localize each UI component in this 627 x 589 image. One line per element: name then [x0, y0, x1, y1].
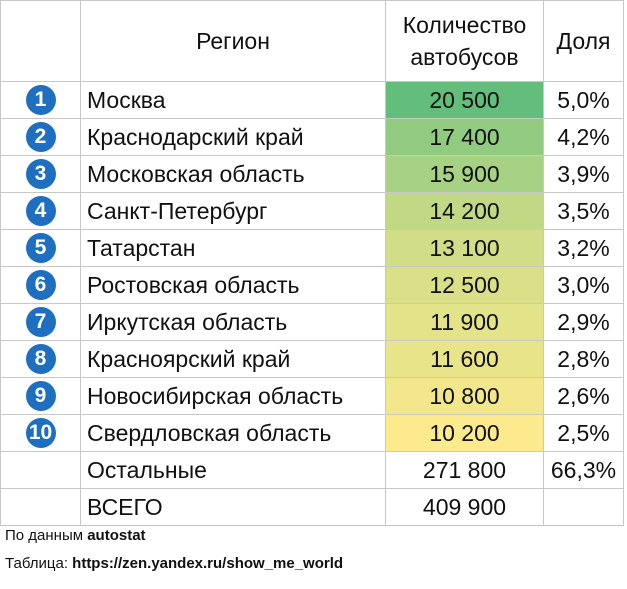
others-row: Остальные 271 800 66,3% [0, 451, 624, 489]
row: 1 Москва 20 500 5,0% [0, 81, 624, 119]
header-cell: Доля [543, 0, 624, 82]
count: 409 900 [385, 488, 544, 526]
count: 12 500 [385, 266, 544, 304]
source: autostat [87, 527, 146, 544]
url: https://zen.yandex.ru/show_me_world [72, 555, 344, 572]
share: 66,3% [543, 451, 624, 489]
count: 14 200 [385, 192, 544, 230]
share: 3,5% [543, 192, 624, 230]
row: 3 Московская область 15 900 3,9% [0, 155, 624, 193]
share: 3,2% [543, 229, 624, 267]
rank-cell: 7 [0, 303, 81, 341]
region: Московская область [80, 155, 386, 193]
empty [0, 488, 81, 526]
region: ВСЕГО [80, 488, 386, 526]
count: 10 200 [385, 414, 544, 452]
region: Новосибирская область [80, 377, 386, 415]
rank-badge: 6 [25, 270, 56, 300]
text: Таблица: [5, 555, 68, 572]
rank-cell: 5 [0, 229, 81, 267]
row: 6 Ростовская область 12 500 3,0% [0, 266, 624, 304]
bus-table: Регион Количество автобусов Доля 1 Москва… [0, 0, 624, 526]
rank-cell: 6 [0, 266, 81, 304]
empty [543, 488, 624, 526]
region: Остальные [80, 451, 386, 489]
count: 11 600 [385, 340, 544, 378]
share: 2,9% [543, 303, 624, 341]
rank-badge: 7 [25, 307, 56, 337]
row: 10 Свердловская область 10 200 2,5% [0, 414, 624, 452]
text: По данным [5, 527, 84, 544]
rank-cell: 4 [0, 192, 81, 230]
rank-cell: 9 [0, 377, 81, 415]
header-cell [0, 0, 81, 82]
share: 2,8% [543, 340, 624, 378]
region: Санкт-Петербург [80, 192, 386, 230]
row: 9 Новосибирская область 10 800 2,6% [0, 377, 624, 415]
row: 5 Татарстан 13 100 3,2% [0, 229, 624, 267]
region: Краснодарский край [80, 118, 386, 156]
share: 2,6% [543, 377, 624, 415]
share: 2,5% [543, 414, 624, 452]
rank-cell: 8 [0, 340, 81, 378]
rank-badge: 10 [25, 418, 56, 448]
row: 7 Иркутская область 11 900 2,9% [0, 303, 624, 341]
row: 2 Краснодарский край 17 400 4,2% [0, 118, 624, 156]
region: Свердловская область [80, 414, 386, 452]
rank-cell: 2 [0, 118, 81, 156]
source-line: По данным autostat [5, 527, 146, 544]
rank-cell: 10 [0, 414, 81, 452]
share: 5,0% [543, 81, 624, 119]
region: Ростовская область [80, 266, 386, 304]
rank-badge: 5 [25, 233, 56, 263]
count: 13 100 [385, 229, 544, 267]
share: 4,2% [543, 118, 624, 156]
rank-cell: 1 [0, 81, 81, 119]
rank-badge: 1 [25, 85, 56, 115]
rank-badge: 9 [25, 381, 56, 411]
count: 20 500 [385, 81, 544, 119]
region: Красноярский край [80, 340, 386, 378]
header-row: Регион Количество автобусов Доля [0, 0, 624, 82]
count: 271 800 [385, 451, 544, 489]
count: 15 900 [385, 155, 544, 193]
header-cell: Количество автобусов [385, 0, 544, 82]
region: Москва [80, 81, 386, 119]
header-cell: Регион [80, 0, 386, 82]
total-row: ВСЕГО 409 900 [0, 488, 624, 526]
region: Иркутская область [80, 303, 386, 341]
count: 11 900 [385, 303, 544, 341]
count: 17 400 [385, 118, 544, 156]
row: 4 Санкт-Петербург 14 200 3,5% [0, 192, 624, 230]
rank-badge: 4 [25, 196, 56, 226]
empty [0, 451, 81, 489]
rank-cell: 3 [0, 155, 81, 193]
rank-badge: 2 [25, 122, 56, 152]
rank-badge: 8 [25, 344, 56, 374]
table-line: Таблица: https://zen.yandex.ru/show_me_w… [5, 555, 343, 572]
count: 10 800 [385, 377, 544, 415]
row: 8 Красноярский край 11 600 2,8% [0, 340, 624, 378]
share: 3,0% [543, 266, 624, 304]
share: 3,9% [543, 155, 624, 193]
region: Татарстан [80, 229, 386, 267]
rank-badge: 3 [25, 159, 56, 189]
